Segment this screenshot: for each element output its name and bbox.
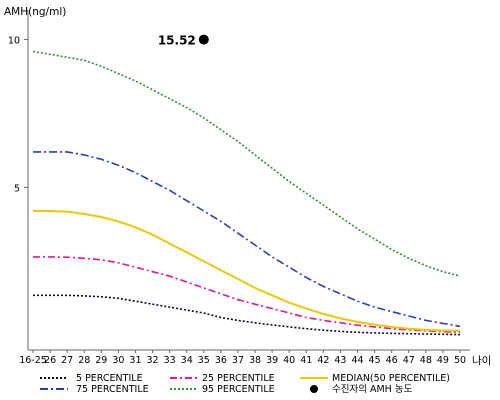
y-tick-label: 5: [14, 183, 20, 194]
x-tick-label: 44: [351, 355, 363, 366]
legend: 5 PERCENTILE 25 PERCENTILE MEDIAN(50 PER…: [40, 373, 450, 395]
series-line-25-percentile: [33, 256, 461, 334]
y-tick-label: 10: [8, 36, 20, 47]
x-tick-label: 49: [437, 355, 449, 366]
legend-patient-dot: [310, 385, 318, 393]
x-tick-label: 27: [61, 355, 73, 366]
x-tick-label: 28: [78, 355, 90, 366]
x-tick-label: 34: [181, 355, 193, 366]
x-tick-label: 37: [232, 355, 244, 366]
series-line-75-percentile: [33, 151, 461, 328]
legend-label-95: 95 PERCENTILE: [202, 384, 275, 395]
legend-label-patient: 수진자의 AMH 농도: [332, 384, 413, 395]
x-tick-label: 26: [44, 355, 56, 366]
x-tick-label: 46: [386, 355, 398, 366]
series-line-5-percentile: [33, 294, 461, 336]
x-tick-label: 42: [317, 355, 329, 366]
x-tick-label: 29: [95, 355, 107, 366]
x-tick-label: 33: [164, 355, 176, 366]
x-tick-label: 32: [147, 355, 159, 366]
x-tick-label: 48: [420, 355, 432, 366]
x-tick-label: 40: [283, 355, 295, 366]
x-tick-label: 31: [129, 355, 141, 366]
x-tick-label: 43: [334, 355, 346, 366]
legend-label-median: MEDIAN(50 PERCENTILE): [332, 373, 450, 384]
y-axis-label: AMH(ng/ml): [4, 6, 66, 18]
x-axis-label: 나이: [472, 355, 491, 367]
legend-label-5: 5 PERCENTILE: [76, 373, 143, 384]
x-tick-label: 35: [198, 355, 210, 366]
x-tick-label: 36: [215, 355, 227, 366]
patient-amh-value-label: 15.52: [158, 34, 196, 48]
x-tick-label: 39: [266, 355, 278, 366]
patient-amh-point: [198, 34, 209, 45]
series-line-median-50-percentile: [33, 210, 461, 332]
x-tick-label: 50: [454, 355, 466, 366]
x-tick-label: 38: [249, 355, 261, 366]
x-tick-label: 16-25: [19, 355, 47, 366]
legend-label-25: 25 PERCENTILE: [202, 373, 275, 384]
series-line-95-percentile: [32, 50, 461, 277]
x-tick-label: 47: [403, 355, 415, 366]
x-tick-label: 41: [300, 355, 312, 366]
x-tick-label: 30: [112, 355, 124, 366]
x-tick-label: 45: [369, 355, 381, 366]
legend-label-75: 75 PERCENTILE: [76, 384, 149, 395]
